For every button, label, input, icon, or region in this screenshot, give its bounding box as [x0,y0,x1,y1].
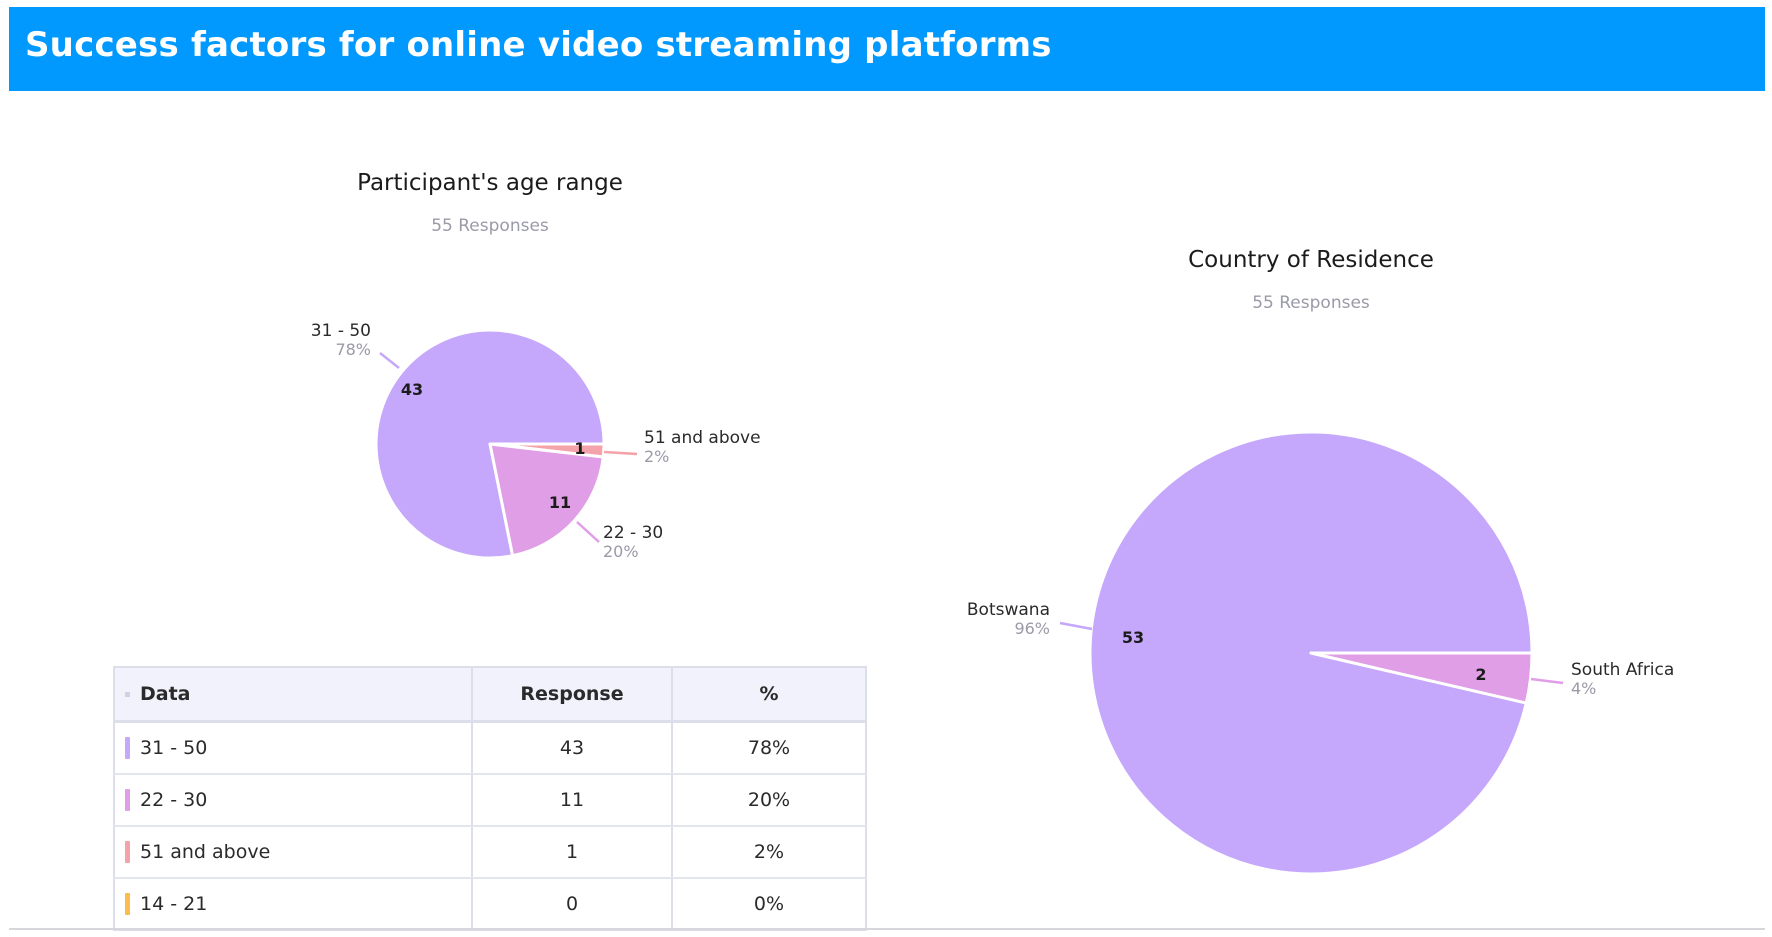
table-row: 22 - 30 11 20% [114,774,866,827]
color-swatch [125,737,130,760]
table-row: 14 - 21 0 0% [114,878,866,930]
age-data-table: Data Response % 31 - 50 43 78% 22 - 30 1… [113,666,867,931]
color-swatch [125,893,130,916]
slice-label: Botswana [967,600,1050,620]
slice-percent: 2% [644,447,669,466]
age-chart-title: Participant's age range [357,170,623,196]
page-header: Success factors for online video streami… [9,7,1765,91]
table-cell-percent: 78% [672,721,866,775]
table-cell-label: 31 - 50 [114,721,473,775]
slice-percent: 20% [603,542,639,561]
pie-slice-22---30[interactable] [488,442,605,558]
leader-line [576,521,600,543]
leader-line [603,450,638,456]
pie-slice-south-africa[interactable] [1309,651,1534,705]
slice-value-label: 1 [574,439,585,458]
slice-value-label: 11 [549,493,571,512]
age-chart-subtitle: 55 Responses [431,216,549,236]
table-header-data[interactable]: Data [114,667,473,723]
slice-label: 31 - 50 [311,321,371,341]
table-cell-percent: 2% [672,826,866,879]
leader-line [379,352,400,369]
sort-handle-icon [125,692,130,697]
slice-percent: 4% [1571,679,1596,698]
table-cell-percent: 20% [672,774,866,827]
table-header-percent[interactable]: % [672,667,866,723]
table-cell-response: 0 [472,878,673,930]
slice-percent: 96% [1014,619,1050,638]
table-row: 51 and above 1 2% [114,826,866,879]
table-cell-response: 1 [472,826,673,879]
leader-line [1530,677,1564,685]
slice-value-label: 2 [1475,665,1486,684]
table-header-row: Data Response % [114,667,866,723]
table-cell-label: 14 - 21 [114,878,473,930]
table-cell-response: 43 [472,721,673,775]
page-title: Success factors for online video streami… [25,25,1052,65]
country-chart-subtitle: 55 Responses [1252,293,1370,313]
country-chart-title: Country of Residence [1188,247,1434,273]
slice-value-label: 43 [401,380,423,399]
slice-value-label: 53 [1122,628,1144,647]
slice-percent: 78% [335,340,371,359]
bottom-divider [9,928,1765,930]
slice-label: 51 and above [644,428,761,448]
table-cell-response: 11 [472,774,673,827]
color-swatch [125,841,130,864]
table-cell-label: 51 and above [114,826,473,879]
slice-label: 22 - 30 [603,523,663,543]
slice-label: South Africa [1571,660,1674,680]
color-swatch [125,789,130,812]
table-row: 31 - 50 43 78% [114,721,866,775]
table-cell-percent: 0% [753,893,785,915]
table-cell-label: 22 - 30 [114,774,473,827]
leader-line [1059,621,1093,631]
table-header-response[interactable]: Response [472,667,673,723]
